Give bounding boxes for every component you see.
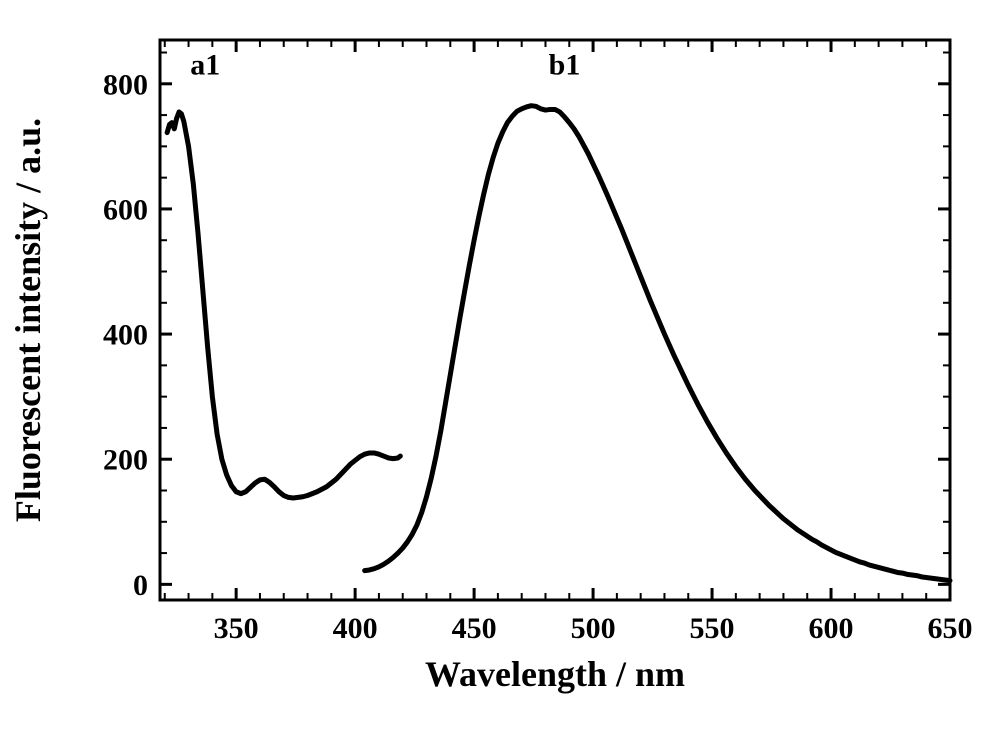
annotation-a1: a1 [190, 48, 220, 81]
x-tick-label: 500 [571, 612, 616, 645]
annotation-b1: b1 [549, 48, 581, 81]
x-tick-label: 400 [333, 612, 378, 645]
plot-border [160, 40, 950, 600]
chart-svg: 350 400 450 500 550 600 650 0 200 400 600 800 a1 b1 Wa… [0, 0, 1000, 731]
x-tick-label: 650 [928, 612, 973, 645]
y-tick-label: 200 [103, 444, 148, 477]
x-tick-label: 350 [214, 612, 259, 645]
y-tick-label: 800 [103, 68, 148, 101]
y-axis-title: Fluorescent intensity / a.u. [8, 118, 48, 522]
x-tick-label: 450 [452, 612, 497, 645]
fluorescence-spectrum-chart: 350 400 450 500 550 600 650 0 200 400 600 800 a1 b1 Wa… [0, 0, 1000, 731]
y-tick-label: 600 [103, 193, 148, 226]
x-axis-title: Wavelength / nm [425, 654, 685, 694]
series-b1 [365, 106, 950, 581]
x-tick-label: 600 [809, 612, 854, 645]
x-tick-label: 550 [690, 612, 735, 645]
y-tick-label: 400 [103, 319, 148, 352]
y-tick-label: 0 [133, 569, 148, 602]
series-a1 [167, 112, 400, 498]
